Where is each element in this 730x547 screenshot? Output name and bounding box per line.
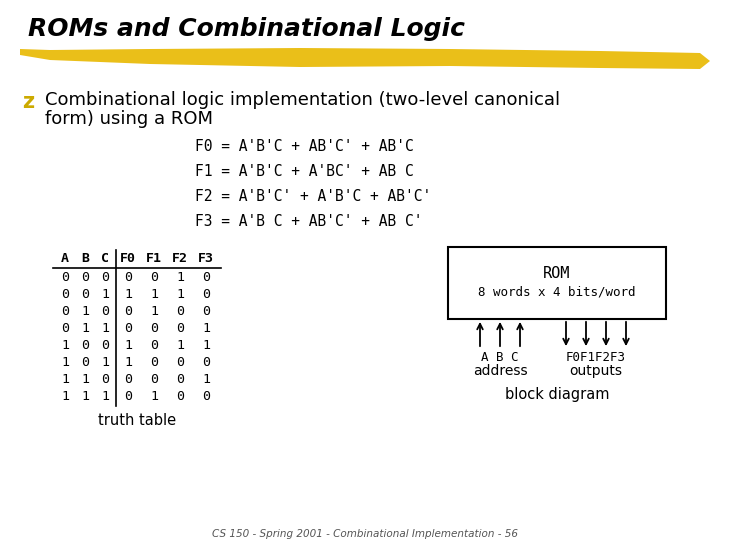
Text: F3: F3 [198,252,214,265]
Text: 0: 0 [124,271,132,284]
Text: 1: 1 [124,356,132,369]
Text: 0: 0 [61,288,69,301]
Text: 0: 0 [81,288,89,301]
Text: 1: 1 [61,339,69,352]
Text: 1: 1 [124,339,132,352]
Text: 0: 0 [202,305,210,318]
Text: truth table: truth table [98,413,176,428]
Text: block diagram: block diagram [504,387,610,402]
Text: 1: 1 [61,373,69,386]
Text: 0: 0 [150,373,158,386]
Text: 1: 1 [81,322,89,335]
Text: 0: 0 [150,322,158,335]
Text: 1: 1 [176,271,184,284]
Text: F2 = A'B'C' + A'B'C + AB'C': F2 = A'B'C' + A'B'C + AB'C' [195,189,431,204]
Text: 1: 1 [202,322,210,335]
Text: 1: 1 [150,390,158,403]
Text: 1: 1 [202,373,210,386]
Text: 0: 0 [124,305,132,318]
Text: 1: 1 [176,288,184,301]
Text: 0: 0 [202,288,210,301]
Text: 1: 1 [81,373,89,386]
Text: z: z [22,92,34,112]
Text: 0: 0 [176,305,184,318]
Text: 0: 0 [176,390,184,403]
Text: 0: 0 [202,271,210,284]
Text: C: C [101,252,109,265]
Text: 0: 0 [176,356,184,369]
Text: F0F1F2F3: F0F1F2F3 [566,351,626,364]
Text: 0: 0 [81,271,89,284]
Polygon shape [20,48,710,69]
Text: 1: 1 [150,305,158,318]
Text: form) using a ROM: form) using a ROM [45,110,213,128]
Text: 0: 0 [101,305,109,318]
Text: outputs: outputs [569,364,623,378]
Text: ROM: ROM [543,266,571,282]
Text: F1: F1 [146,252,162,265]
Text: 1: 1 [202,339,210,352]
Text: 1: 1 [124,288,132,301]
Text: 0: 0 [124,373,132,386]
Text: F0: F0 [120,252,136,265]
Text: 1: 1 [101,356,109,369]
Text: 0: 0 [81,339,89,352]
Text: 0: 0 [124,322,132,335]
Text: 1: 1 [101,322,109,335]
Text: ROMs and Combinational Logic: ROMs and Combinational Logic [28,17,465,41]
Text: 0: 0 [61,271,69,284]
Text: Combinational logic implementation (two-level canonical: Combinational logic implementation (two-… [45,91,560,109]
Text: A: A [61,252,69,265]
Text: F2: F2 [172,252,188,265]
Text: 0: 0 [176,373,184,386]
Text: F0 = A'B'C + AB'C' + AB'C: F0 = A'B'C + AB'C' + AB'C [195,139,414,154]
Text: 8 words x 4 bits/word: 8 words x 4 bits/word [478,286,636,299]
Text: 0: 0 [150,356,158,369]
Text: 0: 0 [81,356,89,369]
Text: 1: 1 [61,356,69,369]
Text: CS 150 - Spring 2001 - Combinational Implementation - 56: CS 150 - Spring 2001 - Combinational Imp… [212,529,518,539]
Text: 0: 0 [124,390,132,403]
Text: 1: 1 [61,390,69,403]
Text: 0: 0 [61,322,69,335]
Text: 1: 1 [81,305,89,318]
Text: 1: 1 [176,339,184,352]
Text: F1 = A'B'C + A'BC' + AB C: F1 = A'B'C + A'BC' + AB C [195,164,414,179]
Text: 0: 0 [101,339,109,352]
Text: 0: 0 [202,390,210,403]
Text: B: B [81,252,89,265]
Bar [448,247,666,319]
Text: F3 = A'B C + AB'C' + AB C': F3 = A'B C + AB'C' + AB C' [195,214,423,229]
Text: 0: 0 [202,356,210,369]
Text: 0: 0 [61,305,69,318]
Text: address: address [473,364,527,378]
Text: A B C: A B C [481,351,519,364]
Text: 0: 0 [176,322,184,335]
Text: 0: 0 [101,271,109,284]
Text: 0: 0 [101,373,109,386]
Text: 1: 1 [101,390,109,403]
Text: 0: 0 [150,339,158,352]
Text: 1: 1 [150,288,158,301]
Text: 1: 1 [81,390,89,403]
Text: 0: 0 [150,271,158,284]
Text: 1: 1 [101,288,109,301]
